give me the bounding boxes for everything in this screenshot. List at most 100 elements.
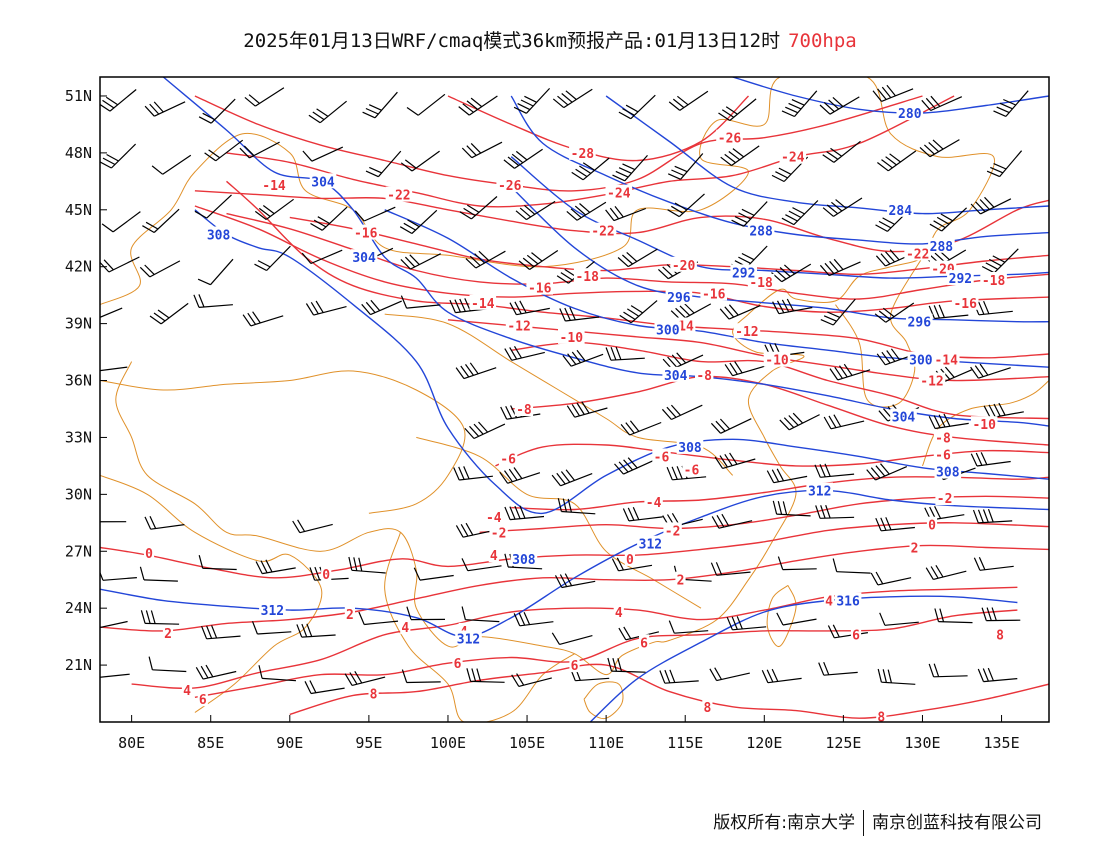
height-label-bg [906,313,933,329]
temperature-label: -26 [498,179,522,194]
height-label: 284 [889,204,913,219]
wind-barb [876,348,918,366]
temperature-label: 4 [825,595,833,610]
temperature-label-bg [670,256,697,272]
wind-barb [921,95,963,112]
height-label-bg [928,237,955,253]
wind-barb [458,95,498,116]
x-tick-label: 95E [355,734,382,752]
temperature-contour [289,216,1049,276]
height-label: 288 [749,225,773,240]
temperature-contour [194,609,1018,698]
temperature-label-bg [496,177,523,193]
wind-barb [406,93,446,116]
wind-barb [518,250,559,270]
height-label: 312 [261,604,284,619]
temperature-label: 2 [164,627,172,642]
wind-barb [552,88,593,109]
height-contour [194,209,1049,515]
wind-barb [928,304,969,320]
wind-barb [571,157,610,181]
height-label: 308 [207,229,231,244]
temperature-contour [511,476,1049,511]
temperature-label-bg [558,328,585,344]
wind-barb [934,608,973,624]
y-tick-label: 24N [65,599,92,617]
wind-barb [815,505,855,519]
wind-barb [928,663,968,678]
temperature-label-bg [700,285,727,301]
temperature-label-bg [498,450,518,466]
wind-barb [509,300,550,316]
wind-barb [551,632,593,645]
wind-barb [605,346,645,361]
wind-barb [198,555,237,571]
wind-barb [453,466,493,481]
footer-separator [863,810,864,836]
company-text: 南京创蓝科技有限公司 [872,813,1042,833]
wind-barb [400,253,441,270]
y-tick-label: 48N [65,144,92,162]
wind-barb [710,562,751,576]
x-tick-label: 115E [667,734,703,752]
temperature-label-bg [926,516,938,532]
wind-barb [667,193,705,218]
plot-frame [99,76,1050,723]
x-tick-label: 105E [509,734,545,752]
wind-barb [308,100,347,124]
wind-barb [465,250,506,269]
wind-barb [820,298,856,326]
y-tick-label: 51N [65,87,92,105]
height-label: 308 [678,441,702,456]
temperature-label-bg [589,222,617,238]
temperature-label-bg [162,624,174,640]
wind-barb [661,404,703,421]
wind-barb [513,87,551,114]
wind-barb [720,145,760,166]
temperature-label: -22 [906,247,929,262]
title-text: 2025年01月13日WRF/cmaq模式36km预报产品:01月13日12时 [243,30,781,52]
wind-barb [566,401,608,418]
temperature-label-bg [675,571,686,587]
temperature-contour [131,586,1018,690]
wind-barb [875,517,915,532]
height-label: 304 [664,369,688,384]
temperature-label: -14 [262,179,286,194]
height-label: 280 [898,107,922,122]
footer: 版权所有:南京大学 南京创蓝科技有限公司 [713,808,1042,836]
wind-barb [711,513,753,529]
wind-barb [772,500,811,517]
temperature-label: -8 [696,369,712,384]
temperature-label: -4 [486,511,502,526]
temperature-label: 6 [640,636,648,651]
temperature-label: -2 [665,524,681,539]
wind-barb [874,302,915,323]
height-label: 304 [892,411,916,426]
wind-barb [455,362,497,380]
wind-barb [724,361,766,377]
wind-barb [719,304,761,320]
wind-barb [399,209,438,235]
temperature-label-bg [904,245,931,261]
wind-barb [362,91,398,119]
wind-barb [670,303,712,321]
border-line [100,370,466,514]
wind-barb [499,467,541,484]
temperature-label: -16 [528,282,552,297]
temperature-label: 0 [626,553,634,568]
height-label-bg [934,463,962,479]
temperature-label: -6 [684,464,700,479]
temperature-label-bg [716,129,743,145]
wind-barb [365,150,402,178]
wind-barb [822,197,863,217]
wind-barb [761,668,802,684]
wind-barb [348,556,386,574]
wind-barb [617,248,658,268]
wind-barb [198,98,236,124]
wind-barb [557,498,596,515]
temperature-label-bg [918,372,946,388]
wind-barb [566,201,607,221]
x-tick-label: 80E [118,734,145,752]
wind-barb [242,311,284,327]
